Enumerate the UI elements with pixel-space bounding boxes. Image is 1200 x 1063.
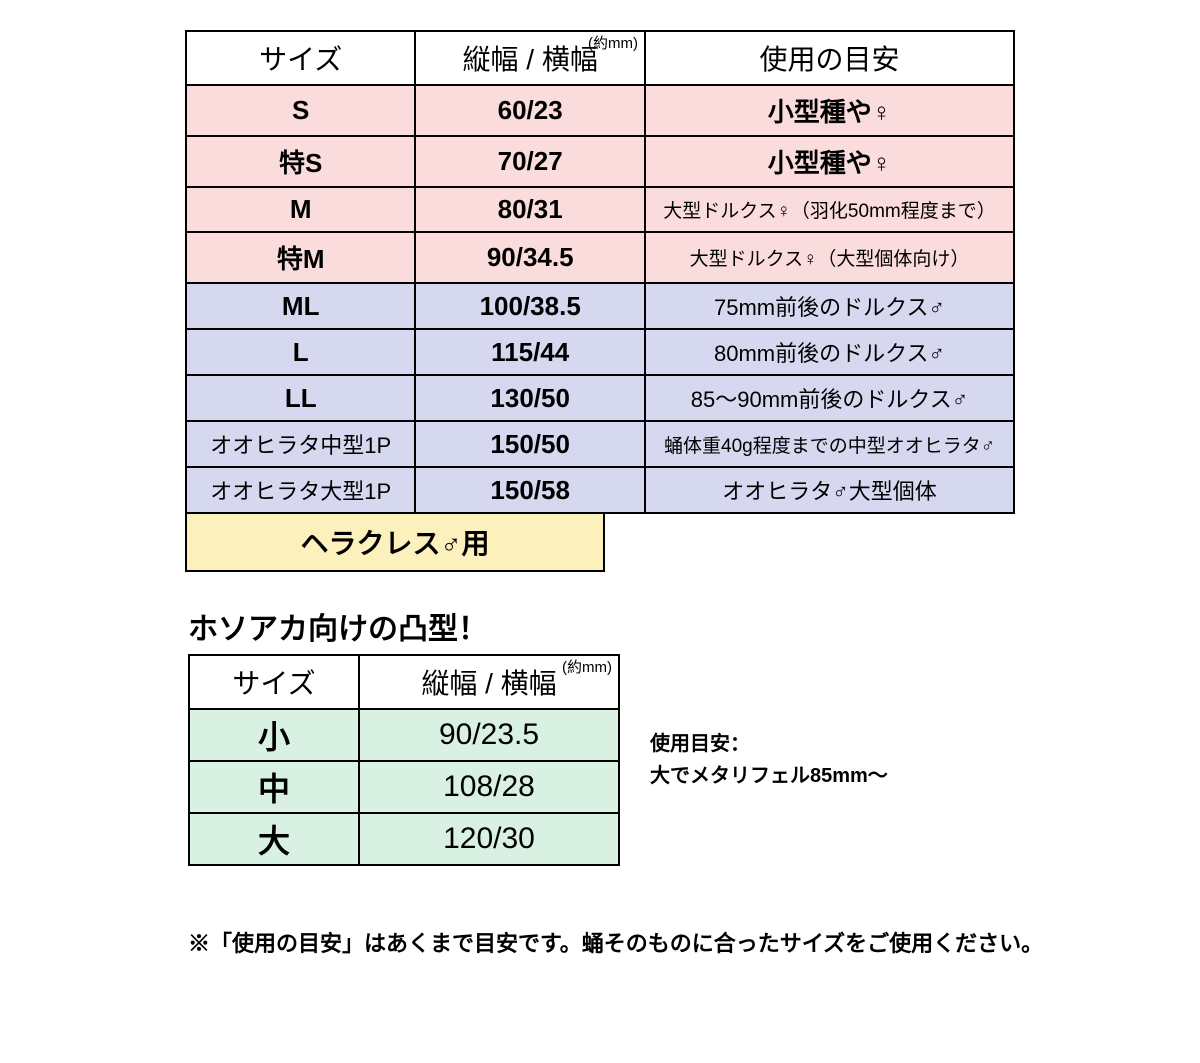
usage-sidenote: 使用目安： 大でメタリフェル85mm〜	[650, 728, 888, 792]
cell-usage: 85〜90mm前後のドルクス♂	[645, 375, 1014, 421]
cell-size: L	[186, 329, 415, 375]
header-usage: 使用の目安	[645, 31, 1014, 85]
header-dim-text: 縦幅 / 横幅	[463, 44, 598, 75]
cell-usage: 75mm前後のドルクス♂	[645, 283, 1014, 329]
table-header-row: サイズ 縦幅 / 横幅 (約mm)	[189, 655, 619, 709]
cell-usage: 小型種や♀	[645, 85, 1014, 136]
header-dimensions: 縦幅 / 横幅 (約mm)	[359, 655, 619, 709]
table-row: オオヒラタ中型1P150/50蛹体重40g程度までの中型オオヒラタ♂	[186, 421, 1014, 467]
table-row: L115/4480mm前後のドルクス♂	[186, 329, 1014, 375]
cell-dimensions: 80/31	[415, 187, 645, 232]
table-row: 特M90/34.5大型ドルクス♀（大型個体向け）	[186, 232, 1014, 283]
table-header-row: サイズ 縦幅 / 横幅 (約mm) 使用の目安	[186, 31, 1014, 85]
cell-size: オオヒラタ中型1P	[186, 421, 415, 467]
cell-usage: 80mm前後のドルクス♂	[645, 329, 1014, 375]
cell-dimensions: 100/38.5	[415, 283, 645, 329]
header-size: サイズ	[189, 655, 359, 709]
size-table-main: サイズ 縦幅 / 横幅 (約mm) 使用の目安 S60/23小型種や♀特S70/…	[185, 30, 1015, 514]
header-dim-unit: (約mm)	[562, 656, 612, 677]
cell-dimensions: 130/50	[415, 375, 645, 421]
size-table-convex: サイズ 縦幅 / 横幅 (約mm) 小90/23.5中108/28大120/30	[188, 654, 620, 866]
cell-size: 特M	[186, 232, 415, 283]
cell-dimensions: 120/30	[359, 813, 619, 865]
cell-dimensions: 150/58	[415, 467, 645, 513]
table-row: 中108/28	[189, 761, 619, 813]
footer-note: ※「使用の目安」はあくまで目安です。蛹そのものに合ったサイズをご使用ください。	[188, 926, 1043, 958]
convex-title: ホソアカ向けの凸型！	[188, 604, 488, 648]
cell-dimensions: 150/50	[415, 421, 645, 467]
sidenote-line1: 使用目安：	[650, 728, 888, 760]
header-dim-text: 縦幅 / 横幅	[421, 668, 556, 699]
cell-size: S	[186, 85, 415, 136]
cell-size: 中	[189, 761, 359, 813]
cell-size: ML	[186, 283, 415, 329]
header-size: サイズ	[186, 31, 415, 85]
cell-size: M	[186, 187, 415, 232]
hercules-label: ヘラクレス♂用	[185, 514, 605, 572]
cell-dimensions: 115/44	[415, 329, 645, 375]
cell-dimensions: 70/27	[415, 136, 645, 187]
cell-size: LL	[186, 375, 415, 421]
sidenote-line2: 大でメタリフェル85mm〜	[650, 760, 888, 792]
cell-size: 大	[189, 813, 359, 865]
cell-size: 小	[189, 709, 359, 761]
table-row: LL130/5085〜90mm前後のドルクス♂	[186, 375, 1014, 421]
cell-dimensions: 60/23	[415, 85, 645, 136]
cell-usage: オオヒラタ♂大型個体	[645, 467, 1014, 513]
table-row: オオヒラタ大型1P150/58オオヒラタ♂大型個体	[186, 467, 1014, 513]
header-dimensions: 縦幅 / 横幅 (約mm)	[415, 31, 645, 85]
cell-dimensions: 90/34.5	[415, 232, 645, 283]
table-row: 特S70/27小型種や♀	[186, 136, 1014, 187]
table-row: ML100/38.575mm前後のドルクス♂	[186, 283, 1014, 329]
cell-size: 特S	[186, 136, 415, 187]
table-row: 小90/23.5	[189, 709, 619, 761]
cell-dimensions: 108/28	[359, 761, 619, 813]
cell-usage: 蛹体重40g程度までの中型オオヒラタ♂	[645, 421, 1014, 467]
cell-usage: 大型ドルクス♀（羽化50mm程度まで）	[645, 187, 1014, 232]
table-row: M80/31大型ドルクス♀（羽化50mm程度まで）	[186, 187, 1014, 232]
table-row: S60/23小型種や♀	[186, 85, 1014, 136]
header-dim-unit: (約mm)	[588, 32, 638, 53]
cell-usage: 大型ドルクス♀（大型個体向け）	[645, 232, 1014, 283]
cell-dimensions: 90/23.5	[359, 709, 619, 761]
cell-size: オオヒラタ大型1P	[186, 467, 415, 513]
cell-usage: 小型種や♀	[645, 136, 1014, 187]
table-row: 大120/30	[189, 813, 619, 865]
